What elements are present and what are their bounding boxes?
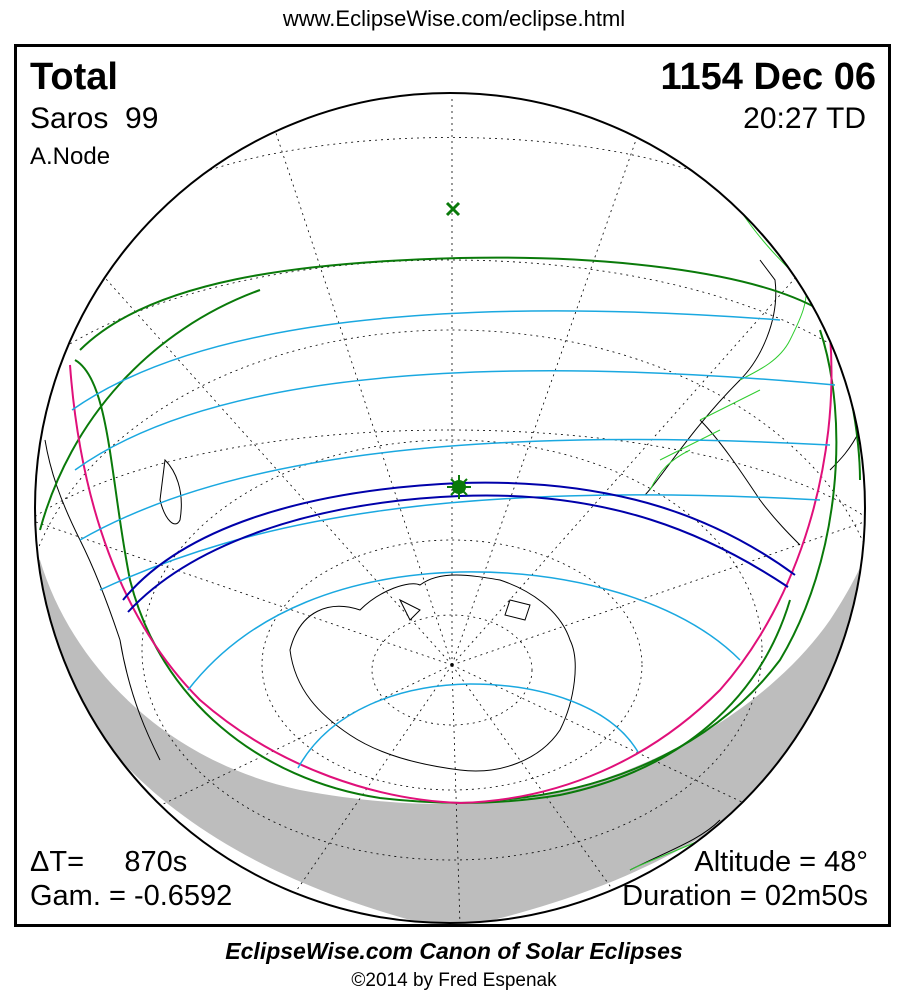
- eclipse-type: Total: [30, 56, 118, 98]
- eclipse-date: 1154 Dec 06: [660, 56, 876, 98]
- source-url: www.EclipseWise.com/eclipse.html: [282, 6, 626, 31]
- delta-t-label: ΔT=: [30, 846, 85, 878]
- delta-t: ΔT= 870s: [30, 846, 187, 879]
- eclipse-node: A.Node: [30, 143, 111, 170]
- footer-copyright: ©2014 by Fred Espenak: [351, 970, 557, 991]
- outer-limits: [39, 256, 861, 804]
- globe-disk: [35, 93, 865, 923]
- subsolar-point-marker: [445, 201, 461, 217]
- saros-label: Saros: [30, 102, 109, 135]
- penumbral-limits: [71, 310, 836, 769]
- map-frame: [14, 44, 891, 927]
- altitude: Altitude = 48°: [694, 846, 868, 878]
- globe-outline: [34, 92, 866, 924]
- delta-t-value: 870s: [124, 846, 188, 878]
- gamma: Gam. = -0.6592: [30, 880, 233, 912]
- rise-set-curve: [69, 334, 833, 805]
- greatest-eclipse-marker: [447, 475, 471, 499]
- coastlines: [44, 259, 861, 871]
- footer-title: EclipseWise.com Canon of Solar Eclipses: [225, 938, 683, 964]
- night-shade: [35, 545, 865, 923]
- duration: Duration = 02m50s: [622, 880, 868, 912]
- saros-line: Saros 99: [30, 102, 158, 136]
- saros-number: 99: [125, 102, 159, 135]
- eclipse-time: 20:27 TD: [743, 102, 866, 135]
